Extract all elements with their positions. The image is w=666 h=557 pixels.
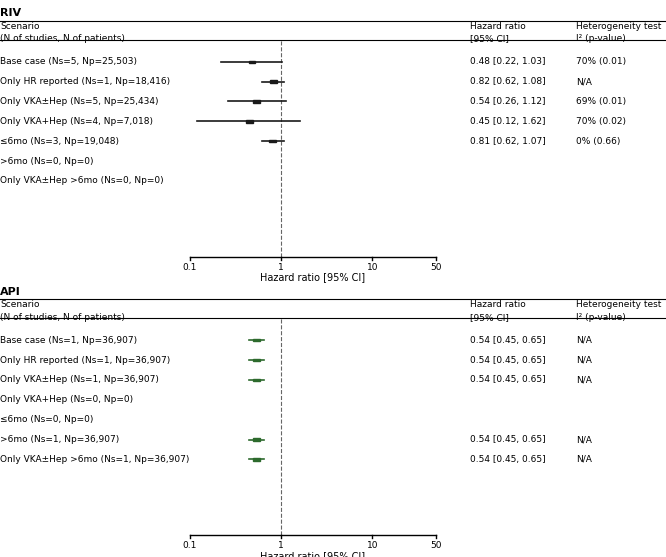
- Bar: [253, 359, 260, 361]
- Text: 0% (0.66): 0% (0.66): [576, 136, 621, 146]
- Text: 0.81 [0.62, 1.07]: 0.81 [0.62, 1.07]: [470, 136, 545, 146]
- Text: N/A: N/A: [576, 77, 592, 86]
- Text: N/A: N/A: [576, 455, 592, 464]
- Text: Only VKA+Hep (Ns=0, Np=0): Only VKA+Hep (Ns=0, Np=0): [0, 395, 133, 404]
- Text: 70% (0.01): 70% (0.01): [576, 57, 626, 66]
- Text: 0.54 [0.45, 0.65]: 0.54 [0.45, 0.65]: [470, 455, 545, 464]
- Text: Only HR reported (Ns=1, Np=18,416): Only HR reported (Ns=1, Np=18,416): [0, 77, 170, 86]
- Text: Hazard ratio
[95% CI]: Hazard ratio [95% CI]: [470, 300, 525, 322]
- Text: 0.48 [0.22, 1.03]: 0.48 [0.22, 1.03]: [470, 57, 545, 66]
- Text: 0.54 [0.45, 0.65]: 0.54 [0.45, 0.65]: [470, 375, 545, 384]
- Text: 69% (0.01): 69% (0.01): [576, 97, 626, 106]
- Text: 0.54 [0.45, 0.65]: 0.54 [0.45, 0.65]: [470, 435, 545, 444]
- Bar: [270, 140, 276, 143]
- Text: 70% (0.02): 70% (0.02): [576, 117, 626, 126]
- Text: API: API: [0, 287, 21, 297]
- Text: N/A: N/A: [576, 375, 592, 384]
- Text: Only VKA±Hep >6mo (Ns=1, Np=36,907): Only VKA±Hep >6mo (Ns=1, Np=36,907): [0, 455, 189, 464]
- Text: Heterogeneity test
I² (p-value): Heterogeneity test I² (p-value): [576, 300, 661, 322]
- Text: 10: 10: [367, 263, 378, 272]
- Text: N/A: N/A: [576, 435, 592, 444]
- Text: ≤6mo (Ns=0, Np=0): ≤6mo (Ns=0, Np=0): [0, 415, 93, 424]
- Text: 0.45 [0.12, 1.62]: 0.45 [0.12, 1.62]: [470, 117, 545, 126]
- Text: Scenario
(N of studies, N of patients): Scenario (N of studies, N of patients): [0, 22, 125, 43]
- Text: N/A: N/A: [576, 336, 592, 345]
- Text: 0.1: 0.1: [182, 263, 197, 272]
- Bar: [253, 379, 260, 381]
- Bar: [253, 438, 260, 441]
- Text: 0.82 [0.62, 1.08]: 0.82 [0.62, 1.08]: [470, 77, 545, 86]
- Bar: [253, 458, 260, 461]
- Text: Scenario
(N of studies, N of patients): Scenario (N of studies, N of patients): [0, 300, 125, 322]
- Text: 0.54 [0.45, 0.65]: 0.54 [0.45, 0.65]: [470, 336, 545, 345]
- Text: >6mo (Ns=1, Np=36,907): >6mo (Ns=1, Np=36,907): [0, 435, 119, 444]
- Text: 1: 1: [278, 263, 284, 272]
- Text: Only HR reported (Ns=1, Np=36,907): Only HR reported (Ns=1, Np=36,907): [0, 355, 170, 365]
- Text: N/A: N/A: [576, 355, 592, 365]
- Text: 50: 50: [430, 263, 442, 272]
- Bar: [270, 80, 276, 83]
- Text: Hazard ratio [95% CI]: Hazard ratio [95% CI]: [260, 551, 366, 557]
- Text: >6mo (Ns=0, Np=0): >6mo (Ns=0, Np=0): [0, 157, 93, 165]
- Bar: [246, 120, 253, 123]
- Text: 1: 1: [278, 541, 284, 550]
- Text: Only VKA±Hep >6mo (Ns=0, Np=0): Only VKA±Hep >6mo (Ns=0, Np=0): [0, 177, 164, 185]
- Text: ≤6mo (Ns=3, Np=19,048): ≤6mo (Ns=3, Np=19,048): [0, 136, 119, 146]
- Text: Only VKA±Hep (Ns=1, Np=36,907): Only VKA±Hep (Ns=1, Np=36,907): [0, 375, 159, 384]
- Text: Hazard ratio
[95% CI]: Hazard ratio [95% CI]: [470, 22, 525, 43]
- Text: 0.54 [0.26, 1.12]: 0.54 [0.26, 1.12]: [470, 97, 545, 106]
- Text: 10: 10: [367, 541, 378, 550]
- Text: Heterogeneity test
I² (p-value): Heterogeneity test I² (p-value): [576, 22, 661, 43]
- Bar: [253, 339, 260, 341]
- Text: 0.1: 0.1: [182, 541, 197, 550]
- Text: Base case (Ns=1, Np=36,907): Base case (Ns=1, Np=36,907): [0, 336, 137, 345]
- Text: Base case (Ns=5, Np=25,503): Base case (Ns=5, Np=25,503): [0, 57, 137, 66]
- Text: Hazard ratio [95% CI]: Hazard ratio [95% CI]: [260, 272, 366, 282]
- Text: Only VKA±Hep (Ns=5, Np=25,434): Only VKA±Hep (Ns=5, Np=25,434): [0, 97, 159, 106]
- Bar: [253, 100, 260, 102]
- Bar: [248, 61, 255, 63]
- Text: 0.54 [0.45, 0.65]: 0.54 [0.45, 0.65]: [470, 355, 545, 365]
- Text: RIV: RIV: [0, 8, 21, 18]
- Text: Only VKA+Hep (Ns=4, Np=7,018): Only VKA+Hep (Ns=4, Np=7,018): [0, 117, 153, 126]
- Text: 50: 50: [430, 541, 442, 550]
